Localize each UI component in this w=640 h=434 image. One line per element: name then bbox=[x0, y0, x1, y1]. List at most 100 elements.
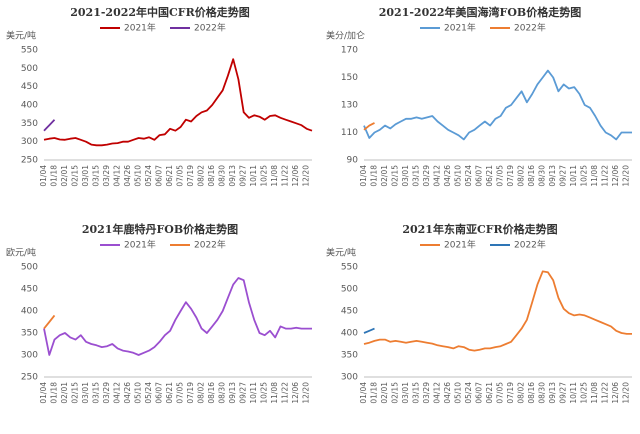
legend-label: 2022年 bbox=[194, 22, 226, 34]
x-tick-label: 08/02 bbox=[197, 165, 206, 187]
x-tick-label: 06/21 bbox=[165, 382, 174, 404]
x-tick-label: 04/12 bbox=[433, 165, 442, 187]
x-tick-label: 11/08 bbox=[590, 165, 599, 187]
y-tick-label: 500 bbox=[21, 263, 38, 273]
y-tick-label: 110 bbox=[341, 128, 358, 138]
x-tick-label: 03/01 bbox=[81, 382, 90, 404]
y-tick-label: 350 bbox=[21, 329, 38, 339]
x-tick-label: 04/26 bbox=[123, 382, 132, 404]
x-tick-label: 10/25 bbox=[580, 165, 589, 187]
y-tick-label: 450 bbox=[21, 82, 38, 92]
x-tick-label: 07/05 bbox=[176, 382, 185, 404]
legend-label: 2021年 bbox=[124, 22, 156, 34]
y-tick-label: 400 bbox=[21, 307, 38, 317]
y-tick-label: 400 bbox=[341, 329, 358, 339]
y-tick-label: 90 bbox=[347, 156, 359, 166]
x-tick-label: 01/04 bbox=[39, 382, 48, 404]
y-tick-label: 350 bbox=[341, 351, 358, 361]
chart-title: 2021-2022年美国海湾FOB价格走势图 bbox=[379, 5, 581, 19]
chart-title: 2021年鹿特丹FOB价格走势图 bbox=[82, 222, 238, 236]
x-tick-label: 08/30 bbox=[538, 382, 547, 404]
y-tick-label: 130 bbox=[341, 101, 358, 111]
y-tick-label: 250 bbox=[21, 373, 38, 383]
x-tick-label: 01/04 bbox=[359, 165, 368, 187]
x-tick-label: 12/20 bbox=[302, 382, 311, 404]
x-tick-label: 10/11 bbox=[249, 382, 258, 404]
x-tick-label: 05/10 bbox=[134, 382, 143, 404]
x-tick-label: 03/01 bbox=[81, 165, 90, 187]
x-tick-label: 07/19 bbox=[186, 382, 195, 404]
x-tick-label: 04/12 bbox=[113, 165, 122, 187]
y-tick-label: 550 bbox=[21, 46, 38, 56]
x-tick-label: 07/05 bbox=[496, 165, 505, 187]
x-tick-label: 05/24 bbox=[464, 382, 473, 404]
y-axis-label: 美元/吨 bbox=[326, 247, 356, 259]
x-tick-label: 10/11 bbox=[569, 382, 578, 404]
x-tick-label: 03/29 bbox=[102, 165, 111, 187]
x-tick-label: 12/06 bbox=[291, 382, 300, 404]
x-tick-label: 05/10 bbox=[454, 165, 463, 187]
x-tick-label: 03/15 bbox=[92, 382, 101, 404]
x-tick-label: 07/19 bbox=[506, 165, 515, 187]
x-tick-label: 04/26 bbox=[123, 165, 132, 187]
x-tick-label: 08/16 bbox=[207, 165, 216, 187]
x-tick-label: 11/22 bbox=[281, 165, 290, 187]
series-line bbox=[43, 277, 312, 356]
x-tick-label: 02/15 bbox=[391, 382, 400, 404]
legend-label: 2021年 bbox=[444, 22, 476, 34]
x-tick-label: 10/25 bbox=[580, 382, 589, 404]
x-tick-label: 03/15 bbox=[92, 165, 101, 187]
x-tick-label: 10/25 bbox=[260, 382, 269, 404]
chart-title: 2021-2022年中国CFR价格走势图 bbox=[70, 5, 250, 19]
y-tick-label: 300 bbox=[21, 351, 38, 361]
chart-title: 2021年东南亚CFR价格走势图 bbox=[402, 222, 557, 236]
series-line bbox=[363, 270, 632, 352]
x-tick-label: 09/27 bbox=[559, 165, 568, 187]
series-line bbox=[43, 58, 313, 147]
x-tick-label: 01/18 bbox=[50, 165, 59, 187]
x-tick-label: 06/07 bbox=[155, 165, 164, 187]
x-tick-label: 06/07 bbox=[475, 165, 484, 187]
x-tick-label: 11/22 bbox=[281, 382, 290, 404]
x-tick-label: 02/01 bbox=[380, 165, 389, 187]
y-tick-label: 550 bbox=[341, 263, 358, 273]
x-tick-label: 08/16 bbox=[207, 382, 216, 404]
x-tick-label: 01/04 bbox=[359, 382, 368, 404]
y-tick-label: 450 bbox=[341, 307, 358, 317]
x-tick-label: 03/29 bbox=[422, 382, 431, 404]
x-tick-label: 04/26 bbox=[443, 382, 452, 404]
x-tick-label: 09/13 bbox=[228, 382, 237, 404]
x-tick-label: 11/22 bbox=[601, 165, 610, 187]
legend-label: 2021年 bbox=[444, 239, 476, 251]
x-tick-label: 09/27 bbox=[239, 165, 248, 187]
x-tick-label: 07/05 bbox=[176, 165, 185, 187]
y-tick-label: 150 bbox=[341, 73, 358, 83]
y-tick-label: 500 bbox=[341, 285, 358, 295]
series-line bbox=[363, 327, 375, 334]
x-tick-label: 12/20 bbox=[302, 165, 311, 187]
y-tick-label: 400 bbox=[21, 101, 38, 111]
x-tick-label: 06/21 bbox=[485, 165, 494, 187]
x-tick-label: 06/07 bbox=[155, 382, 164, 404]
x-tick-label: 05/10 bbox=[454, 382, 463, 404]
x-tick-label: 12/06 bbox=[291, 165, 300, 187]
x-tick-label: 06/21 bbox=[165, 165, 174, 187]
x-tick-label: 08/30 bbox=[538, 165, 547, 187]
legend-label: 2021年 bbox=[124, 239, 156, 251]
x-tick-label: 02/01 bbox=[60, 165, 69, 187]
x-tick-label: 02/01 bbox=[60, 382, 69, 404]
x-tick-label: 09/13 bbox=[548, 382, 557, 404]
x-tick-label: 03/15 bbox=[412, 382, 421, 404]
x-tick-label: 01/18 bbox=[370, 165, 379, 187]
x-tick-label: 12/06 bbox=[611, 382, 620, 404]
x-tick-label: 08/30 bbox=[218, 382, 227, 404]
x-tick-label: 09/27 bbox=[559, 382, 568, 404]
series-line bbox=[363, 69, 632, 141]
x-tick-label: 09/27 bbox=[239, 382, 248, 404]
x-tick-label: 06/21 bbox=[485, 382, 494, 404]
